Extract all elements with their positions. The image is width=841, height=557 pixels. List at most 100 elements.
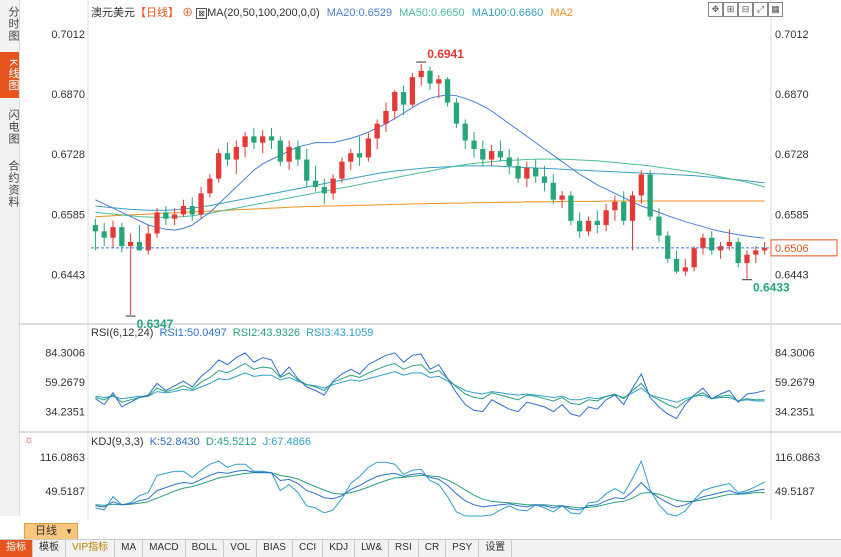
tab-contract-info[interactable]: 合约资料 xyxy=(7,160,19,208)
kdj-tick-label-right: 116.0863 xyxy=(775,452,820,464)
rsi2-value: RSI2:43.9326 xyxy=(232,327,301,339)
candle-body xyxy=(577,220,583,232)
rsi2-line xyxy=(95,362,765,409)
candle-body xyxy=(277,140,283,162)
current-price-label: 0.6506 xyxy=(775,243,809,255)
candle-body xyxy=(488,151,495,160)
candle-body xyxy=(233,146,239,160)
chart-area: 0.7012 0.7012 0.6870 0.6870 0.6728 0.6728 0.65… xyxy=(19,0,841,520)
toolbar-item-vip[interactable]: VIP指标 xyxy=(66,540,116,557)
kdj-settings-icon[interactable]: ☼ xyxy=(24,434,35,446)
symbol-name: 澳元美元 xyxy=(91,7,135,19)
candle-body xyxy=(568,195,574,221)
zoom-fit-icon[interactable]: ⊞ xyxy=(723,2,738,17)
fullscreen-icon[interactable]: ⤢ xyxy=(753,2,768,17)
candle-body xyxy=(110,227,116,238)
candle-body xyxy=(400,91,407,105)
toolbar-item-ma[interactable]: MA xyxy=(115,540,144,557)
toolbar-item-template[interactable]: 模板 xyxy=(33,540,66,557)
kdj-k-line xyxy=(95,469,765,511)
period-selector-label: 日线 xyxy=(35,525,57,537)
candle-body xyxy=(127,241,134,247)
period-label: 【日线】 xyxy=(135,7,179,19)
zoom-out-icon[interactable]: ⊟ xyxy=(738,2,753,17)
ma20-line xyxy=(95,94,765,239)
tab-kline[interactable]: K线图 xyxy=(0,52,19,98)
candle-body xyxy=(603,210,609,226)
period-selector-button[interactable]: 日线 ▼ xyxy=(24,523,78,540)
candle-body xyxy=(101,231,107,238)
kdj-legend: KDJ(9,3,3) K:52.8430 D:45.5212 J:67.4866 xyxy=(91,436,311,448)
candle-body xyxy=(612,201,618,211)
tab-timeshare[interactable]: 分时图 xyxy=(7,6,19,42)
candle-body xyxy=(559,195,565,200)
price-tick-label: 0.6870 xyxy=(51,89,85,101)
toolbar-item-psy[interactable]: PSY xyxy=(446,540,480,557)
toolbar-item-indicators[interactable]: 指标 xyxy=(0,540,33,557)
candle-body xyxy=(462,123,468,141)
kdj-j-line xyxy=(95,459,765,517)
candle-body xyxy=(260,136,266,143)
candle-body xyxy=(717,246,724,251)
candle-body xyxy=(356,153,363,158)
toolbar-item-cr[interactable]: CR xyxy=(419,540,447,557)
candle-body xyxy=(594,220,600,226)
kline-chart-svg[interactable]: 0.7012 0.7012 0.6870 0.6870 0.6728 0.6728 0.65… xyxy=(19,0,841,520)
candle-body xyxy=(242,136,248,147)
side-tab-bar: 分时图 K线图 闪电图 合约资料 xyxy=(0,0,20,516)
candle-body xyxy=(409,77,416,105)
candle-body xyxy=(673,258,680,272)
ma100-line xyxy=(95,165,765,211)
kdj-tick-label-right: 49.5187 xyxy=(775,486,815,498)
high-price-label: 0.6941 xyxy=(427,47,464,61)
candle-body xyxy=(119,227,125,247)
toolbar-item-rsi[interactable]: RSI xyxy=(389,540,419,557)
candle-body xyxy=(189,206,195,215)
candle-body xyxy=(533,168,539,177)
kdj-d-line xyxy=(95,472,765,509)
ma-toggle-icon[interactable]: ⊠ xyxy=(196,8,208,19)
toolbar-item-macd[interactable]: MACD xyxy=(143,540,186,557)
candle-body xyxy=(761,247,768,251)
candle-body xyxy=(330,178,336,194)
candle-body xyxy=(629,195,636,221)
ma-settings-label[interactable]: MA(20,50,100,200,0,0) xyxy=(207,7,320,19)
candle-body xyxy=(524,168,530,179)
candle-body xyxy=(656,216,662,236)
tab-flash[interactable]: 闪电图 xyxy=(7,109,19,145)
candle-body xyxy=(224,153,231,160)
candle-body xyxy=(268,136,275,141)
settings-icon[interactable]: ⊕ xyxy=(182,7,194,19)
candle-body xyxy=(216,153,222,179)
ma100-value: MA100:0.6660 xyxy=(471,7,544,19)
candle-body xyxy=(550,182,556,200)
main-legend: 澳元美元【日线】 ⊕ ⊠ MA(20,50,100,200,0,0) MA20:0… xyxy=(91,4,573,20)
toolbar-item-settings[interactable]: 设置 xyxy=(479,540,513,557)
price-tick-label-right: 0.6585 xyxy=(775,209,809,221)
layout-icon[interactable]: ▦ xyxy=(768,2,783,17)
price-tick-label-right: 0.7012 xyxy=(775,29,809,41)
ma200-label: MA2 xyxy=(550,7,573,19)
ma50-line xyxy=(95,158,765,218)
price-tick-label: 0.6443 xyxy=(51,269,85,281)
toolbar-item-bias[interactable]: BIAS xyxy=(257,540,293,557)
toolbar-item-cci[interactable]: CCI xyxy=(293,540,324,557)
candle-body xyxy=(621,201,627,221)
zoom-in-icon[interactable]: ✥ xyxy=(708,2,723,17)
toolbar-item-kdj[interactable]: KDJ xyxy=(323,540,356,557)
toolbar-item-vol[interactable]: VOL xyxy=(224,540,258,557)
candle-body xyxy=(374,123,380,139)
candle-body xyxy=(180,206,187,215)
candle-body xyxy=(92,225,99,232)
price-tick-label: 0.7012 xyxy=(51,29,85,41)
candle-body xyxy=(726,241,733,247)
price-tick-label-right: 0.6443 xyxy=(775,269,809,281)
candle-body xyxy=(497,151,504,158)
candle-body xyxy=(304,159,310,181)
candle-body xyxy=(286,146,292,162)
candle-body xyxy=(700,237,706,249)
toolbar-item-boll[interactable]: BOLL xyxy=(186,540,225,557)
candle-body xyxy=(383,110,389,124)
candle-body xyxy=(145,233,151,251)
toolbar-item-lw[interactable]: LW& xyxy=(355,540,390,557)
